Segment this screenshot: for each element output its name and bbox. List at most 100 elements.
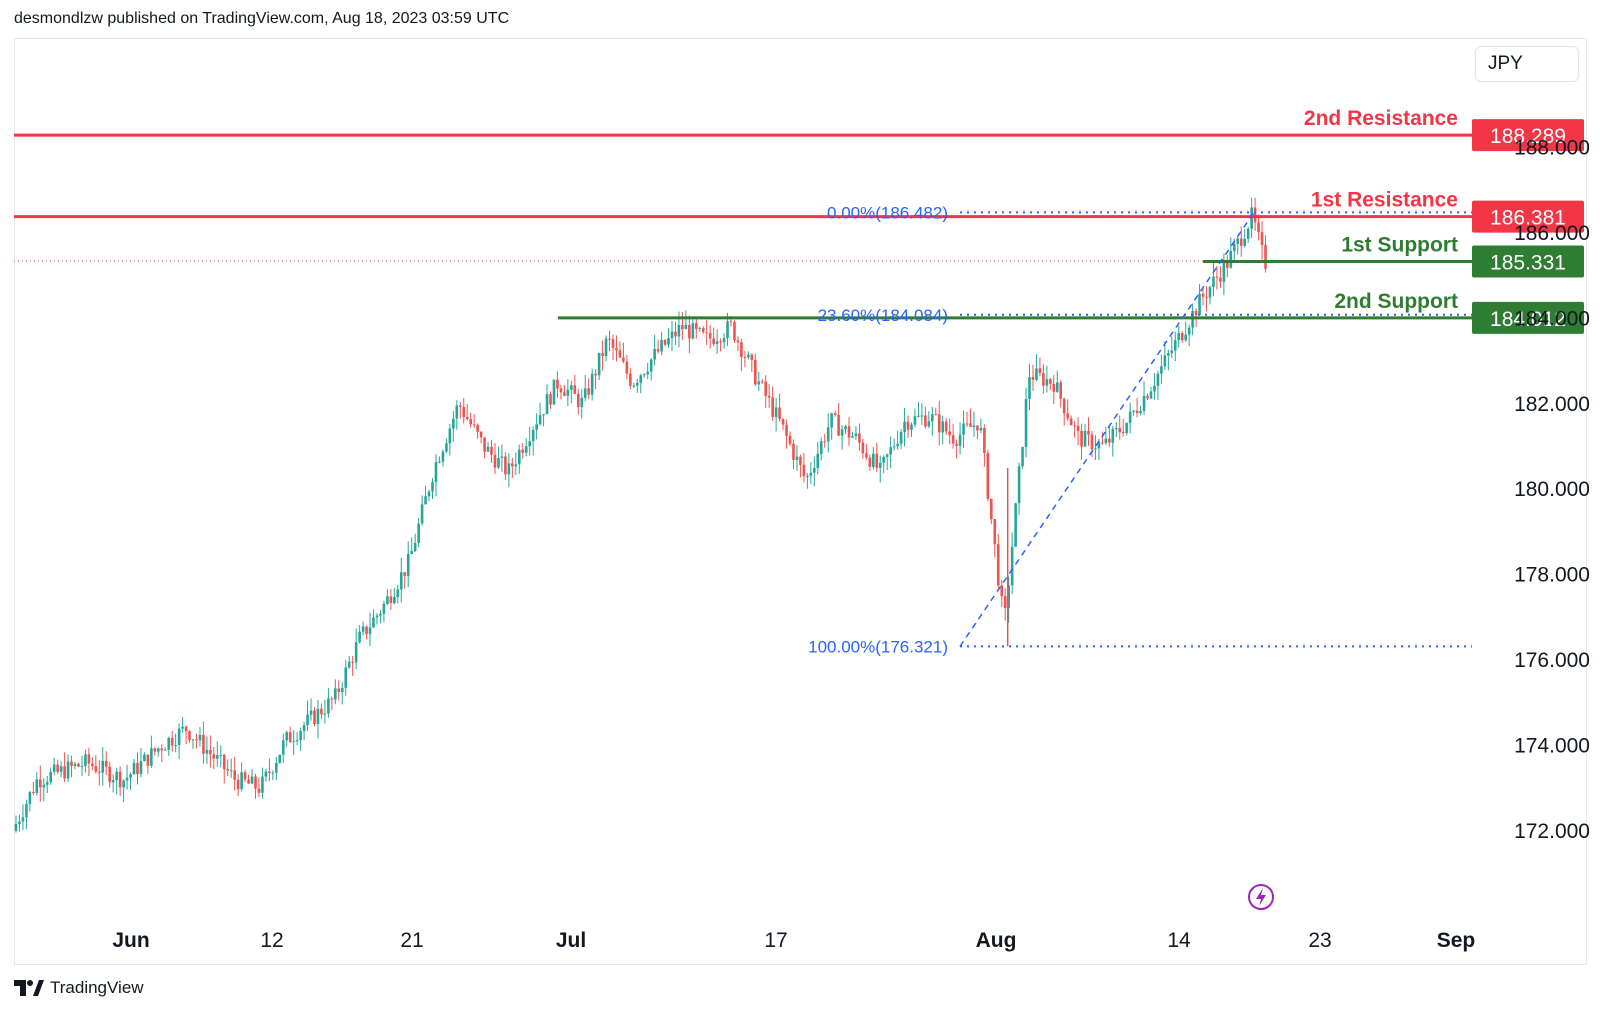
candle-body bbox=[115, 771, 118, 781]
candle-body bbox=[740, 342, 743, 357]
candle-body bbox=[969, 423, 972, 427]
candle-body bbox=[434, 462, 438, 483]
candle-body bbox=[990, 498, 993, 520]
candle-body bbox=[570, 385, 573, 390]
candle-body bbox=[882, 456, 886, 463]
candle-body bbox=[170, 737, 174, 746]
candle-body bbox=[899, 431, 903, 444]
candle-body bbox=[497, 458, 500, 468]
candle-body bbox=[1236, 238, 1240, 244]
candle-body bbox=[1114, 428, 1118, 430]
candle-body bbox=[389, 596, 393, 604]
candle-body bbox=[545, 394, 549, 415]
candle-body bbox=[795, 456, 799, 460]
candle-body bbox=[604, 338, 608, 357]
candle-body bbox=[1153, 385, 1156, 392]
footer: TradingView bbox=[14, 978, 144, 998]
candle-body bbox=[337, 688, 341, 693]
candle-body bbox=[465, 417, 469, 420]
candle-body bbox=[32, 792, 35, 794]
candle-body bbox=[205, 749, 209, 754]
candle-body bbox=[837, 414, 840, 436]
candle-body bbox=[889, 447, 892, 455]
candle-body bbox=[962, 423, 965, 435]
candle-body bbox=[944, 421, 948, 432]
candle-body bbox=[972, 425, 976, 427]
candle-body bbox=[1180, 332, 1184, 341]
fib-trend-line[interactable] bbox=[959, 211, 1255, 647]
currency-selector[interactable]: JPY bbox=[1475, 46, 1579, 82]
y-tick-label: 188.000 bbox=[1514, 137, 1590, 160]
candle-body bbox=[583, 388, 587, 398]
candle-body bbox=[753, 359, 757, 385]
candle-body bbox=[1232, 243, 1236, 251]
candle-body bbox=[1167, 353, 1170, 356]
candle-body bbox=[1260, 232, 1264, 246]
level-price-tag bbox=[1472, 119, 1584, 152]
candle-body bbox=[667, 338, 670, 345]
candle-body bbox=[361, 626, 365, 632]
candle-body bbox=[202, 734, 205, 754]
candle-body bbox=[771, 397, 774, 417]
candle-body bbox=[302, 725, 306, 731]
lightning-icon[interactable] bbox=[1248, 884, 1274, 910]
candle-body bbox=[833, 413, 837, 415]
candle-body bbox=[38, 779, 42, 788]
candle-body bbox=[656, 348, 660, 352]
candle-body bbox=[410, 551, 413, 555]
candle-body bbox=[781, 418, 785, 425]
candle-body bbox=[757, 381, 761, 385]
candle-body bbox=[708, 333, 712, 339]
candle-body bbox=[892, 446, 896, 448]
candle-body bbox=[25, 803, 28, 818]
candle-body bbox=[45, 782, 49, 785]
candle-body bbox=[625, 361, 629, 374]
candle-body bbox=[455, 405, 459, 419]
candle-body bbox=[153, 748, 157, 752]
candle-body bbox=[799, 456, 802, 465]
candle-body bbox=[257, 788, 261, 793]
level-name: 2nd Resistance bbox=[1304, 107, 1458, 130]
fib-level-label: 0.00%(186.482) bbox=[827, 203, 948, 222]
candle-body bbox=[649, 359, 653, 372]
candle-body bbox=[594, 373, 597, 376]
candle-body bbox=[872, 453, 875, 467]
candle-body bbox=[875, 453, 879, 468]
candle-body bbox=[84, 754, 87, 766]
candle-body bbox=[1118, 428, 1122, 433]
candle-body bbox=[1132, 410, 1135, 412]
candle-body bbox=[958, 434, 962, 446]
candle-body bbox=[344, 667, 348, 688]
fib-level-label: 100.00%(176.321) bbox=[808, 637, 948, 656]
candle-body bbox=[28, 792, 32, 804]
candle-body bbox=[917, 415, 920, 417]
candle-body bbox=[1028, 376, 1031, 399]
candle-body bbox=[556, 379, 559, 389]
candle-body bbox=[292, 741, 295, 743]
candle-body bbox=[386, 596, 389, 604]
y-tick-label: 174.000 bbox=[1514, 735, 1590, 758]
candle-body bbox=[424, 496, 427, 505]
candle-body bbox=[1010, 546, 1014, 586]
level-name: 1st Support bbox=[1341, 234, 1458, 257]
candle-body bbox=[1205, 296, 1208, 298]
candle-body bbox=[750, 354, 754, 360]
publish-header: desmondlzw published on TradingView.com,… bbox=[14, 10, 510, 27]
candle-body bbox=[1194, 310, 1198, 316]
x-tick-label: Jul bbox=[556, 929, 586, 952]
candle-body bbox=[94, 766, 98, 772]
candle-body bbox=[670, 331, 674, 339]
candle-body bbox=[851, 436, 854, 438]
candle-body bbox=[1149, 391, 1153, 399]
candle-body bbox=[629, 373, 632, 386]
candle-body bbox=[1246, 228, 1250, 239]
candle-body bbox=[743, 356, 747, 358]
x-tick-label: 12 bbox=[260, 929, 283, 952]
candle-body bbox=[184, 726, 188, 732]
candle-body bbox=[573, 385, 577, 394]
candle-body bbox=[1108, 438, 1111, 443]
candle-body bbox=[927, 421, 931, 427]
level-name: 2nd Support bbox=[1334, 290, 1458, 313]
candle-body bbox=[431, 482, 434, 492]
